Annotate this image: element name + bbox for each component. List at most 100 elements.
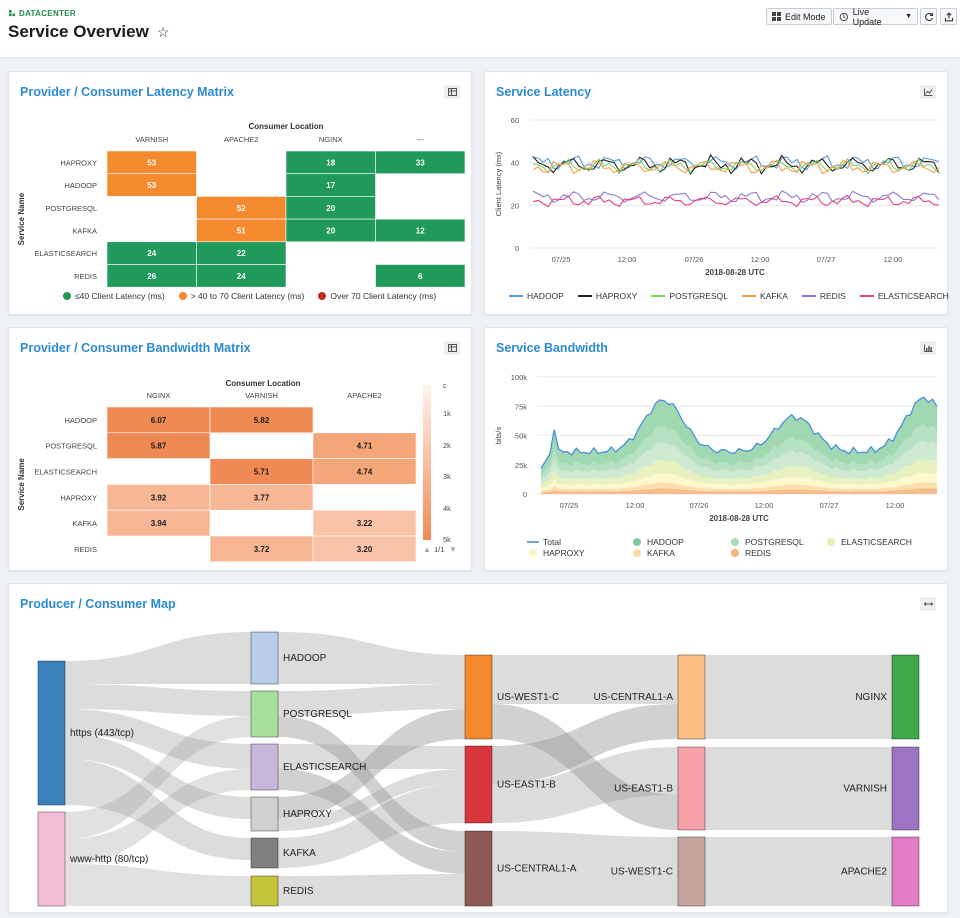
flow-link[interactable] bbox=[278, 709, 465, 819]
flow-link[interactable] bbox=[65, 632, 251, 684]
heatmap-cell[interactable] bbox=[209, 484, 314, 511]
sankey-node[interactable] bbox=[464, 654, 493, 740]
heatmap-cell[interactable] bbox=[106, 406, 211, 434]
sankey-node[interactable] bbox=[677, 654, 706, 740]
sankey-node[interactable] bbox=[464, 745, 493, 824]
expand-icon[interactable] bbox=[920, 597, 936, 611]
flow-link[interactable] bbox=[65, 684, 251, 716]
area-band[interactable] bbox=[541, 488, 937, 494]
star-icon[interactable]: ☆ bbox=[156, 23, 170, 40]
sankey-node[interactable] bbox=[677, 746, 706, 831]
area-band[interactable] bbox=[541, 482, 937, 493]
flow-link[interactable] bbox=[705, 655, 892, 739]
legend-label[interactable]: REDIS bbox=[745, 548, 771, 558]
column-header: VARNISH bbox=[135, 135, 168, 144]
sankey-node[interactable] bbox=[250, 875, 279, 907]
heatmap-cell[interactable] bbox=[312, 432, 417, 459]
page-down-icon[interactable]: ▼ bbox=[449, 545, 457, 554]
legend-label[interactable]: HAPROXY bbox=[543, 548, 585, 558]
area-band[interactable] bbox=[541, 472, 937, 491]
flow-link[interactable] bbox=[492, 704, 678, 784]
series-line[interactable] bbox=[532, 190, 940, 204]
sankey-node[interactable] bbox=[37, 660, 66, 806]
sankey-node[interactable] bbox=[37, 811, 66, 907]
legend-item[interactable]: Over 70 Client Latency (ms) bbox=[318, 291, 436, 301]
flow-link[interactable] bbox=[278, 769, 465, 831]
flow-link[interactable] bbox=[492, 747, 678, 823]
heatmap-cell[interactable] bbox=[106, 432, 211, 459]
table-icon[interactable] bbox=[444, 85, 460, 99]
legend-label[interactable]: KAFKA bbox=[647, 548, 675, 558]
bar-chart-icon[interactable] bbox=[920, 341, 936, 355]
heatmap-cell[interactable] bbox=[106, 173, 197, 197]
sankey-node[interactable] bbox=[677, 836, 706, 907]
area-band[interactable] bbox=[541, 424, 937, 480]
flow-link[interactable] bbox=[65, 709, 251, 769]
legend-label[interactable]: Total bbox=[543, 537, 561, 547]
table-icon[interactable] bbox=[444, 341, 460, 355]
sankey-node[interactable] bbox=[250, 837, 279, 869]
page-up-icon[interactable]: ▲ bbox=[423, 545, 431, 554]
legend-label[interactable]: HADOOP bbox=[647, 537, 684, 547]
export-button[interactable] bbox=[940, 8, 957, 25]
legend-item[interactable]: REDIS bbox=[801, 291, 846, 301]
flow-link[interactable] bbox=[278, 744, 465, 769]
legend-item[interactable]: > 40 to 70 Client Latency (ms) bbox=[178, 291, 304, 301]
legend-item[interactable]: ≤40 Client Latency (ms) bbox=[63, 291, 165, 301]
legend-label[interactable]: ELASTICSEARCH bbox=[841, 537, 912, 547]
legend-item[interactable]: HAPROXY bbox=[577, 291, 637, 301]
heatmap-cell[interactable] bbox=[312, 509, 417, 537]
heatmap-cell[interactable] bbox=[106, 484, 211, 511]
flow-link[interactable] bbox=[278, 769, 465, 874]
sankey-node[interactable] bbox=[250, 796, 279, 832]
flow-link[interactable] bbox=[65, 759, 251, 860]
heatmap-cell[interactable] bbox=[375, 218, 466, 243]
breadcrumb[interactable]: DATACENTER bbox=[9, 9, 76, 18]
flow-link[interactable] bbox=[65, 769, 251, 864]
flow-link[interactable] bbox=[492, 655, 678, 704]
heatmap-cell[interactable] bbox=[209, 406, 314, 434]
sankey-node[interactable] bbox=[250, 631, 279, 685]
flow-link[interactable] bbox=[492, 869, 678, 906]
heatmap-cell[interactable] bbox=[209, 535, 314, 563]
sankey-node[interactable] bbox=[891, 654, 920, 740]
legend-item[interactable]: HADOOP bbox=[509, 291, 564, 301]
legend-item[interactable]: KAFKA bbox=[742, 291, 788, 301]
legend-item[interactable]: POSTGRESQL bbox=[651, 291, 728, 301]
live-update-dropdown[interactable]: Live Update ▼ bbox=[833, 7, 918, 27]
flow-link[interactable] bbox=[65, 716, 251, 839]
sankey-node[interactable] bbox=[891, 746, 920, 831]
heatmap-cell[interactable] bbox=[196, 264, 287, 288]
heatmap-cell[interactable] bbox=[312, 535, 417, 563]
flow-link[interactable] bbox=[492, 704, 678, 830]
flow-link[interactable] bbox=[278, 716, 465, 852]
flow-link[interactable] bbox=[492, 831, 678, 874]
flow-link[interactable] bbox=[705, 837, 892, 906]
area-band[interactable] bbox=[541, 440, 937, 485]
heatmap-cell[interactable] bbox=[375, 150, 466, 175]
series-line[interactable] bbox=[532, 159, 940, 175]
flow-link[interactable] bbox=[278, 632, 465, 684]
sankey-node[interactable] bbox=[250, 690, 279, 738]
line-chart-icon[interactable] bbox=[920, 85, 936, 99]
series-line[interactable] bbox=[532, 194, 940, 208]
edit-mode-button[interactable]: Edit Mode bbox=[766, 8, 832, 25]
flow-link[interactable] bbox=[278, 874, 465, 906]
legend-label[interactable]: POSTGRESQL bbox=[745, 537, 804, 547]
legend-item[interactable]: ELASTICSEARCH bbox=[859, 291, 949, 301]
sankey-node[interactable] bbox=[464, 830, 493, 907]
flow-link[interactable] bbox=[278, 784, 465, 868]
heatmap-cell[interactable] bbox=[106, 509, 211, 537]
refresh-button[interactable] bbox=[920, 8, 937, 25]
flow-link[interactable] bbox=[65, 864, 251, 906]
flow-link[interactable] bbox=[65, 734, 251, 819]
sankey-node[interactable] bbox=[250, 743, 279, 791]
flow-link[interactable] bbox=[705, 747, 892, 830]
heatmap-cell[interactable] bbox=[312, 458, 417, 485]
total-line[interactable] bbox=[540, 396, 938, 469]
sankey-node[interactable] bbox=[891, 836, 920, 907]
flow-link[interactable] bbox=[278, 684, 465, 716]
area-band[interactable] bbox=[541, 397, 937, 476]
heatmap-cell[interactable] bbox=[375, 264, 466, 288]
area-band[interactable] bbox=[541, 459, 937, 489]
